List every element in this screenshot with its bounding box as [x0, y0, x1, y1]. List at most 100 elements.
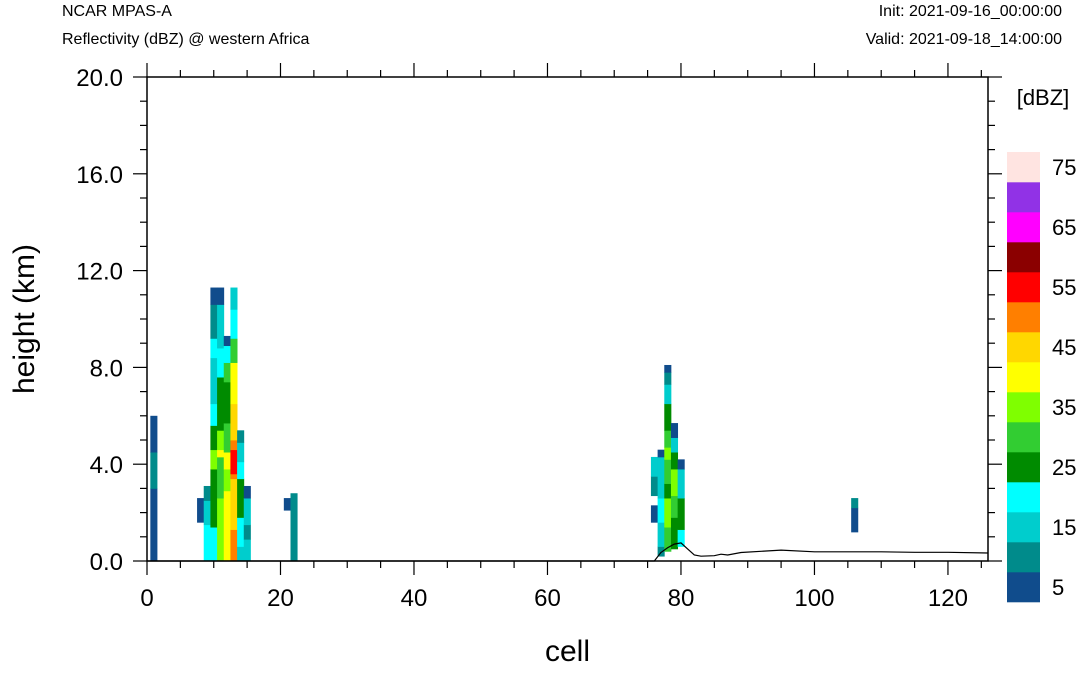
y-tick-label: 4.0	[90, 452, 123, 479]
reflectivity-cell	[223, 381, 231, 424]
reflectivity-cell	[210, 304, 218, 339]
reflectivity-cell	[230, 440, 238, 451]
reflectivity-cell	[657, 498, 665, 523]
colorbar-swatch	[1007, 572, 1040, 603]
reflectivity-cell	[210, 403, 218, 426]
colorbar-swatch	[1007, 482, 1040, 513]
reflectivity-cell	[657, 522, 665, 547]
colorbar-label: 55	[1052, 275, 1076, 300]
reflectivity-cell	[217, 456, 225, 499]
colorbar-label: 75	[1052, 155, 1076, 180]
x-tick-label: 0	[140, 585, 153, 612]
reflectivity-cell	[670, 423, 679, 438]
reflectivity-cell	[664, 483, 672, 499]
colorbar-swatch	[1007, 542, 1040, 573]
reflectivity-cell	[223, 335, 231, 347]
reflectivity-cell	[197, 498, 205, 523]
reflectivity-cell	[851, 507, 859, 533]
reflectivity-cell	[217, 304, 225, 349]
x-tick-label: 60	[534, 585, 561, 612]
reflectivity-cell	[664, 459, 672, 484]
colorbar: 5 15 25 35 45 55 65 75	[1007, 152, 1076, 603]
reflectivity-cell	[217, 449, 225, 458]
axis-ticks	[133, 63, 1002, 575]
colorbar-label: 5	[1052, 575, 1064, 600]
colorbar-swatch	[1007, 272, 1040, 303]
reflectivity-cell	[664, 447, 672, 460]
reflectivity-cell	[230, 478, 238, 530]
x-tick-label: 80	[668, 585, 695, 612]
reflectivity-cell	[203, 485, 211, 501]
reflectivity-cell	[657, 456, 665, 499]
reflectivity-cell	[237, 430, 245, 443]
reflectivity-cell	[243, 524, 251, 540]
x-tick-label: 120	[928, 585, 968, 612]
colorbar-swatch	[1007, 362, 1040, 393]
colorbar-swatch	[1007, 182, 1040, 213]
field-subtitle: Reflectivity (dBZ) @ western Africa	[62, 31, 310, 48]
reflectivity-cell	[283, 498, 291, 511]
reflectivity-cell	[223, 469, 231, 492]
reflectivity-cell	[210, 287, 218, 305]
x-tick-label: 20	[267, 585, 294, 612]
colorbar-label: 25	[1052, 455, 1076, 480]
reflectivity-cell	[237, 546, 245, 562]
y-tick-label: 12.0	[76, 259, 123, 286]
reflectivity-cell	[243, 485, 251, 499]
reflectivity-cell	[664, 364, 672, 373]
reflectivity-cell	[217, 287, 225, 305]
reflectivity-cell	[230, 287, 238, 310]
reflectivity-cell	[210, 357, 218, 405]
reflectivity-cell	[243, 498, 251, 526]
reflectivity-cell	[210, 425, 218, 451]
init-time: Init: 2021-09-16_00:00:00	[878, 3, 1062, 20]
colorbar-swatch	[1007, 512, 1040, 543]
colorbar-units: [dBZ]	[1017, 85, 1070, 110]
colorbar-swatch	[1007, 212, 1040, 243]
reflectivity-cell	[664, 372, 672, 385]
colorbar-label: 65	[1052, 215, 1076, 240]
y-tick-label: 20.0	[76, 65, 123, 92]
colorbar-swatch	[1007, 152, 1040, 183]
reflectivity-cell	[230, 449, 238, 475]
reflectivity-cell	[657, 449, 665, 458]
y-tick-label: 16.0	[76, 162, 123, 189]
reflectivity-cell	[237, 461, 245, 480]
colorbar-swatch	[1007, 242, 1040, 273]
reflectivity-cell	[230, 362, 238, 405]
colorbar-swatch	[1007, 422, 1040, 453]
reflectivity-cell	[230, 473, 238, 480]
reflectivity-cell	[210, 527, 218, 562]
reflectivity-cell	[223, 490, 231, 562]
reflectivity-cell	[677, 529, 685, 547]
reflectivity-cell	[230, 403, 238, 441]
colorbar-swatch	[1007, 332, 1040, 363]
valid-time: Valid: 2021-09-18_14:00:00	[865, 31, 1062, 48]
reflectivity-cell	[243, 539, 251, 562]
x-tick-label: 40	[401, 585, 428, 612]
reflectivity-cell	[217, 498, 225, 562]
reflectivity-cell	[650, 476, 658, 497]
reflectivity-cell	[223, 345, 231, 363]
reflectivity-cell	[223, 362, 231, 383]
reflectivity-cell	[237, 478, 245, 518]
reflectivity-cell	[217, 377, 225, 431]
reflectivity-cell	[664, 430, 672, 448]
reflectivity-cell	[670, 517, 679, 550]
colorbar-label: 45	[1052, 335, 1076, 360]
reflectivity-cell	[670, 469, 679, 497]
x-axis-title: cell	[545, 635, 590, 668]
terrain-profile	[147, 542, 989, 562]
colorbar-swatch	[1007, 302, 1040, 333]
reflectivity-cell	[670, 452, 679, 470]
x-tick-label: 100	[794, 585, 834, 612]
reflectivity-cell	[664, 498, 672, 528]
reflectivity-cell	[677, 498, 685, 530]
reflectivity-cell	[150, 415, 158, 453]
reflectivity-cell	[664, 403, 672, 431]
reflectivity-cell	[223, 452, 231, 470]
y-axis-title: height (km)	[8, 244, 41, 394]
colorbar-label: 35	[1052, 395, 1076, 420]
reflectivity-cell	[210, 449, 218, 470]
reflectivity-cell	[670, 495, 679, 518]
